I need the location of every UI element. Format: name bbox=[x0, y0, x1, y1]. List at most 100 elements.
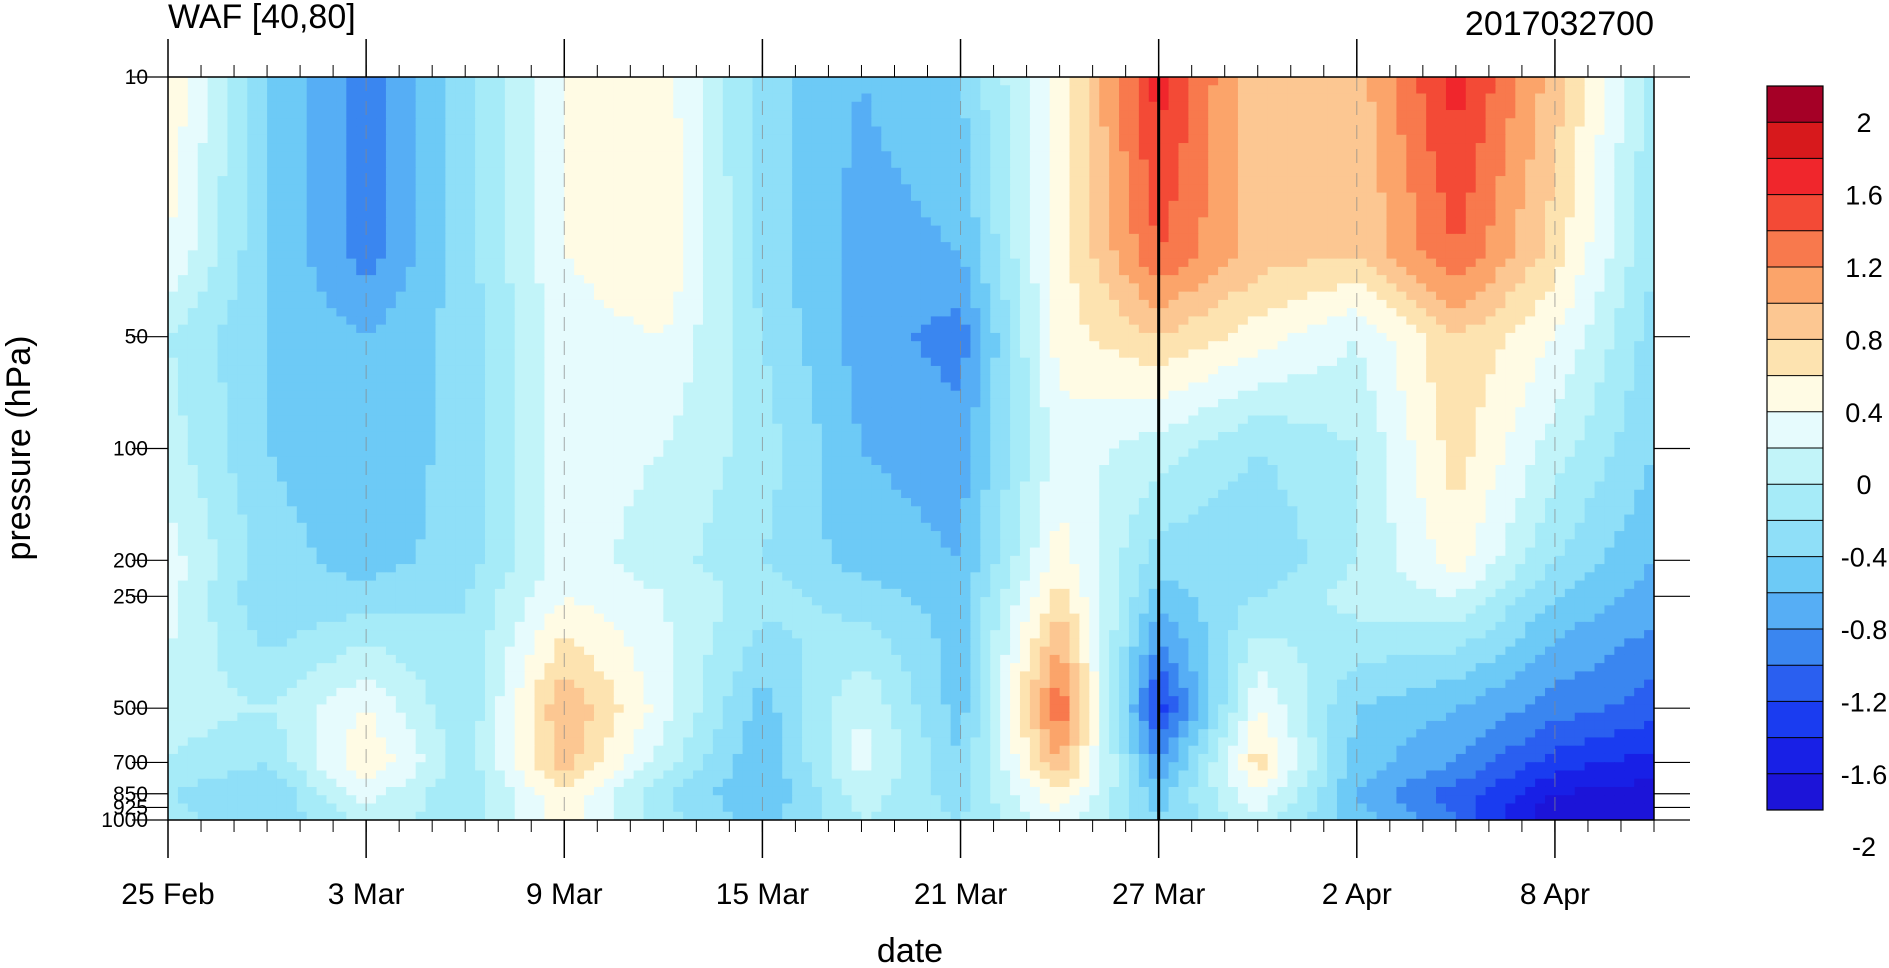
contour-cell bbox=[633, 275, 645, 284]
contour-cell bbox=[821, 291, 833, 301]
contour-cell bbox=[1228, 283, 1239, 293]
contour-cell bbox=[534, 308, 546, 318]
contour-cell bbox=[395, 77, 407, 86]
contour-cell bbox=[891, 299, 902, 309]
contour-cell bbox=[177, 332, 189, 342]
contour-cell bbox=[1366, 283, 1378, 293]
contour-cell bbox=[653, 316, 664, 326]
contour-cell bbox=[881, 316, 892, 326]
contour-cell bbox=[1099, 332, 1110, 342]
contour-cell bbox=[385, 101, 397, 111]
contour-cell bbox=[623, 134, 635, 144]
contour-cell bbox=[593, 126, 605, 136]
contour-cell bbox=[1336, 291, 1348, 301]
contour-cell bbox=[168, 151, 179, 161]
contour-cell bbox=[782, 209, 793, 218]
contour-cell bbox=[1436, 192, 1447, 202]
contour-cell bbox=[841, 159, 853, 169]
contour-cell bbox=[603, 316, 615, 326]
contour-cell bbox=[1554, 324, 1566, 334]
contour-cell bbox=[415, 143, 427, 152]
contour-cell bbox=[1287, 266, 1298, 276]
contour-cell bbox=[1545, 77, 1556, 86]
contour-cell bbox=[494, 184, 506, 194]
contour-cell bbox=[1099, 308, 1110, 318]
contour-cell bbox=[1445, 341, 1457, 351]
contour-cell bbox=[1019, 209, 1031, 218]
contour-cell bbox=[346, 126, 357, 136]
contour-cell bbox=[930, 209, 942, 218]
contour-cell bbox=[1178, 126, 1189, 136]
contour-cell bbox=[1554, 151, 1566, 161]
contour-cell bbox=[732, 341, 744, 351]
contour-cell bbox=[772, 225, 783, 235]
contour-cell bbox=[1010, 332, 1021, 342]
contour-cell bbox=[702, 134, 714, 144]
contour-cell bbox=[177, 167, 189, 177]
contour-cell bbox=[950, 250, 962, 260]
contour-cell bbox=[514, 266, 526, 276]
contour-cell bbox=[1327, 332, 1338, 342]
contour-cell bbox=[257, 250, 268, 260]
contour-cell bbox=[1455, 110, 1467, 119]
contour-cell bbox=[1000, 77, 1011, 86]
contour-cell bbox=[1019, 266, 1031, 276]
contour-cell bbox=[1257, 167, 1269, 177]
contour-cell bbox=[267, 283, 278, 293]
contour-cell bbox=[217, 192, 229, 202]
contour-cell bbox=[1564, 159, 1576, 169]
contour-cell bbox=[1426, 93, 1437, 103]
contour-cell bbox=[1574, 77, 1586, 86]
contour-cell bbox=[1584, 308, 1596, 318]
contour-cell bbox=[841, 143, 853, 152]
contour-cell bbox=[237, 233, 248, 243]
contour-cell bbox=[1079, 316, 1090, 326]
contour-cell bbox=[1198, 151, 1209, 161]
contour-cell bbox=[742, 233, 754, 243]
contour-cell bbox=[673, 209, 684, 218]
contour-cell bbox=[1168, 275, 1180, 284]
contour-cell bbox=[306, 341, 318, 351]
contour-cell bbox=[752, 266, 763, 276]
contour-cell bbox=[197, 110, 209, 119]
contour-cell bbox=[455, 184, 466, 194]
contour-cell bbox=[653, 134, 664, 144]
contour-cell bbox=[802, 341, 813, 351]
contour-cell bbox=[940, 200, 952, 210]
contour-cell bbox=[1525, 266, 1536, 276]
contour-cell bbox=[405, 258, 417, 268]
contour-cell bbox=[911, 118, 922, 128]
contour-cell bbox=[901, 192, 912, 202]
contour-cell bbox=[1327, 225, 1338, 235]
contour-cell bbox=[970, 200, 981, 210]
contour-cell bbox=[861, 184, 872, 194]
contour-cell bbox=[346, 184, 357, 194]
contour-cell bbox=[1218, 242, 1229, 251]
contour-cell bbox=[861, 167, 872, 177]
contour-cell bbox=[663, 225, 674, 235]
contour-cell bbox=[891, 143, 902, 152]
contour-cell bbox=[385, 184, 397, 194]
contour-cell bbox=[851, 291, 863, 301]
contour-cell bbox=[306, 143, 318, 152]
contour-cell bbox=[1366, 217, 1378, 227]
contour-cell bbox=[1247, 341, 1259, 351]
contour-cell bbox=[514, 258, 526, 268]
contour-cell bbox=[643, 283, 655, 293]
contour-cell bbox=[920, 151, 932, 161]
contour-cell bbox=[960, 192, 972, 202]
contour-cell bbox=[1535, 110, 1546, 119]
contour-cell bbox=[1168, 118, 1180, 128]
contour-cell bbox=[1218, 134, 1229, 144]
contour-cell bbox=[623, 85, 635, 95]
contour-cell bbox=[1455, 184, 1467, 194]
contour-cell bbox=[940, 242, 952, 251]
contour-cell bbox=[1376, 126, 1388, 136]
contour-cell bbox=[683, 266, 694, 276]
contour-cell bbox=[1416, 110, 1427, 119]
contour-cell bbox=[485, 324, 496, 334]
contour-cell bbox=[1525, 233, 1536, 243]
contour-cell bbox=[831, 134, 843, 144]
contour-cell bbox=[653, 159, 664, 169]
contour-cell bbox=[1366, 143, 1378, 152]
